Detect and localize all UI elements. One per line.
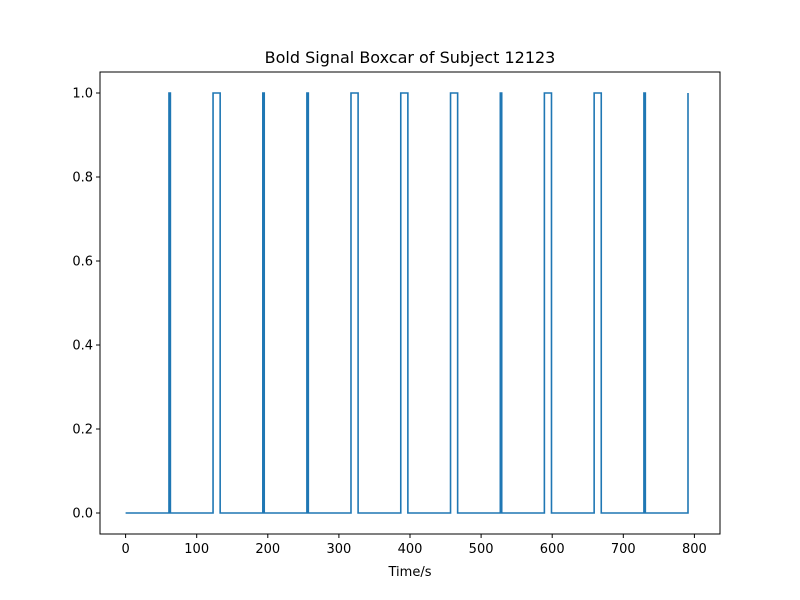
y-tick-label: 0.6 — [72, 255, 93, 270]
axes-frame — [99, 71, 721, 535]
x-tick-label: 100 — [184, 542, 209, 557]
x-tick-label: 800 — [682, 542, 707, 557]
x-axis-label: Time/s — [388, 565, 432, 580]
plot-area — [125, 92, 689, 514]
x-axis-ticks: 0 100 200 300 400 500 600 700 800 — [121, 534, 707, 557]
x-tick-label: 500 — [469, 542, 494, 557]
chart-title: Bold Signal Boxcar of Subject 12123 — [265, 48, 556, 67]
x-tick-label: 600 — [540, 542, 565, 557]
y-axis-ticks: 0.0 0.2 0.4 0.6 0.8 1.0 — [72, 87, 100, 522]
x-tick-label: 200 — [255, 542, 280, 557]
series-line-0 — [125, 92, 689, 514]
y-tick-label: 0.8 — [72, 171, 93, 186]
y-tick-label: 0.0 — [72, 507, 93, 522]
y-tick-label: 1.0 — [72, 87, 93, 102]
x-tick-label: 300 — [326, 542, 351, 557]
x-tick-label: 700 — [611, 542, 636, 557]
y-tick-label: 0.2 — [72, 423, 93, 438]
x-tick-label: 0 — [121, 542, 129, 557]
y-tick-label: 0.4 — [72, 339, 93, 354]
x-tick-label: 400 — [398, 542, 423, 557]
